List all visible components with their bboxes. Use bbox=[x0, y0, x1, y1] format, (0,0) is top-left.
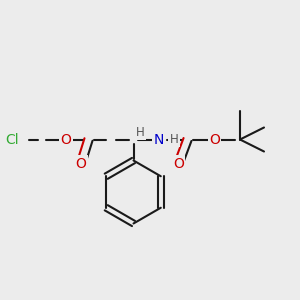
Text: Cl: Cl bbox=[5, 133, 19, 146]
Text: H: H bbox=[136, 126, 145, 139]
Text: O: O bbox=[173, 157, 184, 170]
Text: O: O bbox=[209, 133, 220, 146]
Text: N: N bbox=[154, 133, 164, 146]
Text: H: H bbox=[169, 133, 178, 146]
Text: O: O bbox=[61, 133, 71, 146]
Text: O: O bbox=[76, 157, 86, 170]
